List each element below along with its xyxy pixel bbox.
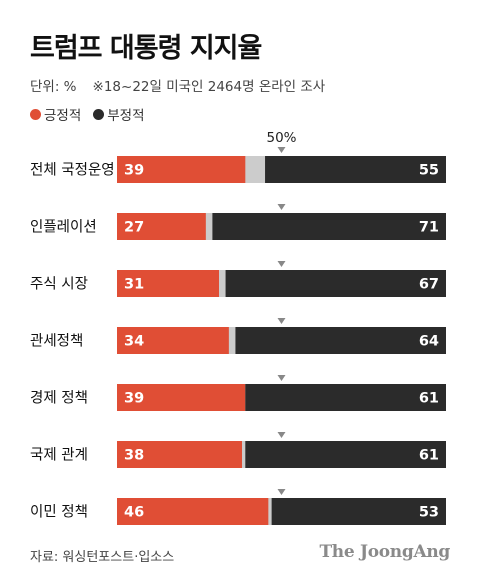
value-label-negative: 53 bbox=[419, 505, 439, 521]
legend-label-positive: 긍정적 bbox=[44, 108, 82, 124]
bar-positive bbox=[117, 270, 219, 297]
bar-positive bbox=[117, 213, 206, 240]
value-label-positive: 31 bbox=[124, 277, 144, 293]
reference-marker bbox=[277, 432, 286, 438]
value-label-positive: 27 bbox=[124, 220, 144, 236]
unit-label: 단위: % bbox=[30, 79, 77, 95]
category-label: 경제 정책 bbox=[30, 390, 88, 407]
bar-negative bbox=[245, 441, 446, 468]
legend-item-positive: 긍정적 bbox=[30, 104, 81, 124]
category-label: 이민 정책 bbox=[30, 504, 88, 521]
legend-label-negative: 부정적 bbox=[107, 108, 145, 124]
value-label-positive: 39 bbox=[124, 163, 144, 179]
legend: 긍정적 부정적 bbox=[30, 104, 157, 124]
survey-note: ※18~22일 미국인 2464명 온라인 조사 bbox=[92, 79, 326, 95]
value-label-negative: 61 bbox=[419, 391, 439, 407]
reference-marker bbox=[277, 204, 286, 210]
value-label-negative: 61 bbox=[419, 448, 439, 464]
brand-logo: The JoongAng bbox=[319, 542, 450, 562]
value-label-positive: 46 bbox=[124, 505, 144, 521]
chart-svg: 50% 전체 국정운영 39 55 인플레이션 27 71 주식 시장 31 67 관세정책 34 64… bbox=[30, 130, 446, 525]
legend-item-negative: 부정적 bbox=[93, 104, 145, 124]
bar-positive bbox=[117, 327, 229, 354]
category-label: 주식 시장 bbox=[30, 276, 88, 293]
value-label-negative: 67 bbox=[419, 277, 439, 293]
reference-marker bbox=[277, 375, 286, 381]
reference-marker bbox=[277, 318, 286, 324]
value-label-negative: 55 bbox=[419, 163, 439, 179]
value-label-negative: 64 bbox=[419, 334, 439, 350]
chart-title: 트럼프 대통령 지지율 bbox=[30, 33, 262, 64]
category-label: 인플레이션 bbox=[30, 219, 97, 236]
reference-line-label: 50% bbox=[266, 130, 296, 146]
category-label: 전체 국정운영 bbox=[30, 162, 115, 179]
reference-marker bbox=[277, 147, 286, 153]
bar-negative bbox=[212, 213, 446, 240]
reference-marker bbox=[277, 261, 286, 267]
value-label-positive: 38 bbox=[124, 448, 144, 464]
bar-negative bbox=[235, 327, 446, 354]
bar-negative bbox=[225, 270, 446, 297]
source-note: 자료: 워싱턴포스트·입소스 bbox=[30, 550, 175, 565]
legend-swatch-negative bbox=[93, 108, 105, 120]
bar-positive bbox=[117, 441, 243, 468]
reference-marker bbox=[277, 489, 286, 495]
bar-positive bbox=[117, 156, 246, 183]
legend-swatch-positive bbox=[30, 108, 41, 120]
value-label-positive: 34 bbox=[124, 334, 144, 350]
category-label: 국제 관계 bbox=[30, 447, 88, 464]
value-label-positive: 39 bbox=[124, 391, 144, 407]
chart-subtitle: 단위: % ※18~22일 미국인 2464명 온라인 조사 bbox=[30, 75, 325, 95]
category-label: 관세정책 bbox=[30, 333, 83, 350]
bar-negative bbox=[265, 156, 446, 183]
bar-negative bbox=[245, 384, 446, 411]
bar-positive bbox=[117, 498, 269, 525]
bar-negative bbox=[271, 498, 446, 525]
bar-positive bbox=[117, 384, 246, 411]
value-label-negative: 71 bbox=[419, 220, 439, 236]
